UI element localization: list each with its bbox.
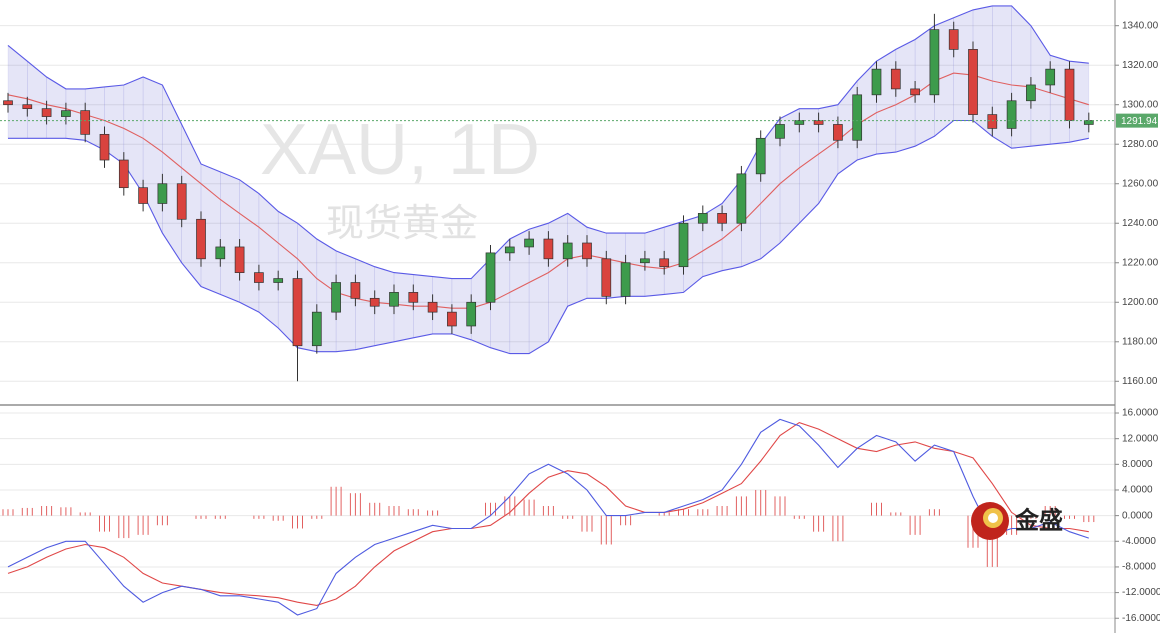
band-upper xyxy=(7,5,1089,280)
logo-text: 金盛 xyxy=(1014,506,1063,534)
candle-body xyxy=(640,258,650,264)
y-tick-label: 1160.00 xyxy=(1122,376,1158,387)
candle-body xyxy=(427,301,438,313)
candle-body xyxy=(292,278,303,347)
y-tick-label: 16.0000 xyxy=(1122,408,1159,419)
logo xyxy=(971,502,1009,540)
y-tick-label: -12.0000 xyxy=(1122,587,1160,598)
y-tick-label: -4.0000 xyxy=(1122,536,1156,547)
candle-body xyxy=(331,282,341,313)
candle-body xyxy=(1064,68,1075,121)
last-price-box xyxy=(1116,113,1158,128)
candle-body xyxy=(350,282,361,299)
candle-body xyxy=(3,100,13,106)
axis-layer: 1160.00 1180.00 1200.00 1220.00 1240.00 1260.… xyxy=(1115,20,1160,624)
candle-body xyxy=(138,187,148,204)
plot-layer xyxy=(0,5,1115,616)
candle-body xyxy=(1006,100,1017,129)
band-fill xyxy=(258,192,279,329)
candle-body xyxy=(504,246,515,254)
logo-dot xyxy=(988,513,998,523)
candle-body xyxy=(41,108,52,117)
watermark-sub: 现货黄金 xyxy=(326,203,478,245)
candle-body xyxy=(234,246,245,273)
candle-body xyxy=(794,120,805,125)
candle-body xyxy=(890,68,901,90)
candle-body xyxy=(1026,84,1036,102)
candle-body xyxy=(389,292,399,307)
candle-body xyxy=(524,238,534,248)
band-middle xyxy=(7,72,1089,309)
y-tick-label: 8.0000 xyxy=(1122,459,1153,470)
y-tick-label: 1200.00 xyxy=(1122,297,1159,308)
candle-body xyxy=(61,110,71,117)
y-tick-label: 1240.00 xyxy=(1122,218,1159,229)
macd-line xyxy=(7,418,1089,616)
candle-body xyxy=(755,137,766,175)
y-tick-label: 0.0000 xyxy=(1122,510,1153,521)
grid-layer xyxy=(0,25,1115,619)
candle-body xyxy=(582,242,592,260)
candle-body xyxy=(466,301,477,327)
candle-body xyxy=(852,94,863,141)
candle-body xyxy=(910,88,920,96)
candle-body xyxy=(968,49,978,115)
candle-body xyxy=(447,311,457,327)
band-fill xyxy=(393,272,414,343)
candle-body xyxy=(813,120,824,125)
candle-body xyxy=(871,68,882,96)
y-tick-label: 4.0000 xyxy=(1122,485,1153,496)
band-fill xyxy=(876,48,897,155)
candle-body xyxy=(736,173,747,224)
candle-body xyxy=(620,262,631,297)
candle-body xyxy=(254,272,264,283)
candle-body xyxy=(659,258,670,268)
candle-body xyxy=(485,252,496,303)
candle-body xyxy=(678,222,689,268)
candle-body xyxy=(833,124,843,141)
y-tick-label: 12.0000 xyxy=(1122,433,1159,444)
candle-body xyxy=(80,110,91,135)
last-price-label: 1291.94 xyxy=(1121,116,1158,127)
candle-body xyxy=(311,311,322,347)
candle-body xyxy=(118,159,129,189)
candle-body xyxy=(369,297,380,307)
y-tick-label: -16.0000 xyxy=(1122,613,1160,624)
y-tick-label: 1180.00 xyxy=(1122,336,1158,347)
candle-body xyxy=(717,213,727,224)
candle-body xyxy=(987,114,998,129)
candle-body xyxy=(929,29,940,96)
candle-body xyxy=(176,183,187,220)
candle-body xyxy=(273,278,284,283)
y-tick-label: 1220.00 xyxy=(1122,257,1159,268)
candle-body xyxy=(157,183,168,204)
candle-body xyxy=(1045,68,1056,86)
band-lower xyxy=(8,119,1089,355)
candle-body xyxy=(543,238,554,260)
candle-body xyxy=(562,242,573,260)
y-tick-label: 1300.00 xyxy=(1122,99,1159,110)
y-tick-label: 1320.00 xyxy=(1122,60,1159,71)
y-tick-label: -8.0000 xyxy=(1122,562,1156,573)
candle-body xyxy=(22,104,33,110)
y-tick-label: 1260.00 xyxy=(1122,178,1159,189)
candle-body xyxy=(196,218,206,260)
band-fill xyxy=(239,179,260,313)
candle-body xyxy=(948,29,959,50)
candle-body xyxy=(697,213,708,224)
band-fill xyxy=(220,171,240,303)
candle-body xyxy=(408,292,419,303)
y-tick-label: 1340.00 xyxy=(1122,20,1159,31)
candle-body xyxy=(775,124,785,139)
candle-body xyxy=(215,246,226,260)
candle-body xyxy=(601,258,612,297)
candle-body xyxy=(99,133,110,161)
watermark: XAU, 1D xyxy=(260,110,540,190)
y-tick-label: 1280.00 xyxy=(1122,139,1159,150)
band-fill xyxy=(567,212,588,307)
